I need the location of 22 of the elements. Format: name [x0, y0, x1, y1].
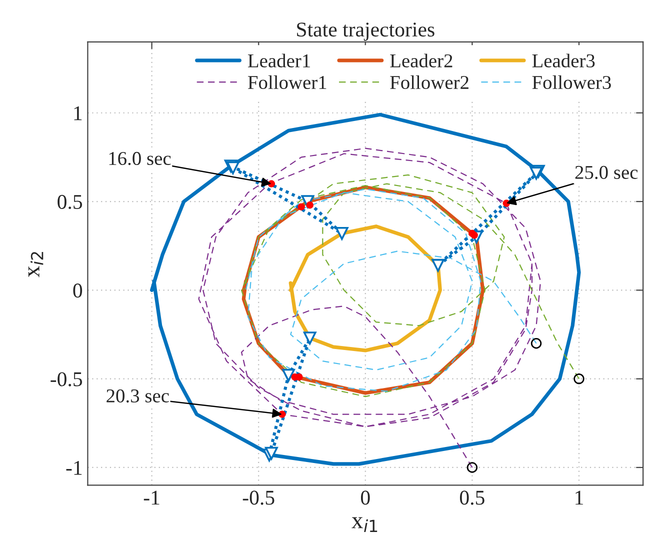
y-axis-title: x$_{i2}$ [28, 252, 44, 278]
legend-label: Leader1 [248, 54, 310, 68]
annotation: 16.0 sec [109, 152, 171, 166]
y-tick-label: 0 [73, 284, 82, 298]
y-tick-label: 0.5 [58, 194, 82, 210]
x-tick-label: 0 [360, 490, 370, 505]
annotation: 25.0 sec [575, 166, 638, 180]
legend-label: Follower1 [248, 75, 326, 90]
x-axis-title: x$_{i1}$ [352, 517, 378, 532]
y-tick-label: -0.5 [50, 372, 82, 386]
legend-label: Follower2 [390, 75, 468, 90]
chart-title: State trajectories [297, 22, 434, 41]
x-tick-label: 0.5 [460, 490, 484, 505]
legend-label: Follower3 [532, 75, 611, 90]
y-tick-label: -1 [66, 460, 82, 475]
annotation: 20.3 sec [106, 389, 169, 403]
legend-label: Leader2 [390, 54, 452, 68]
x-tick-label: 1 [576, 490, 583, 505]
x-tick-label: -1 [144, 490, 160, 505]
y-tick-label: 1 [74, 106, 82, 120]
legend-label: Leader3 [532, 54, 595, 68]
x-tick-label: -0.5 [242, 490, 274, 505]
